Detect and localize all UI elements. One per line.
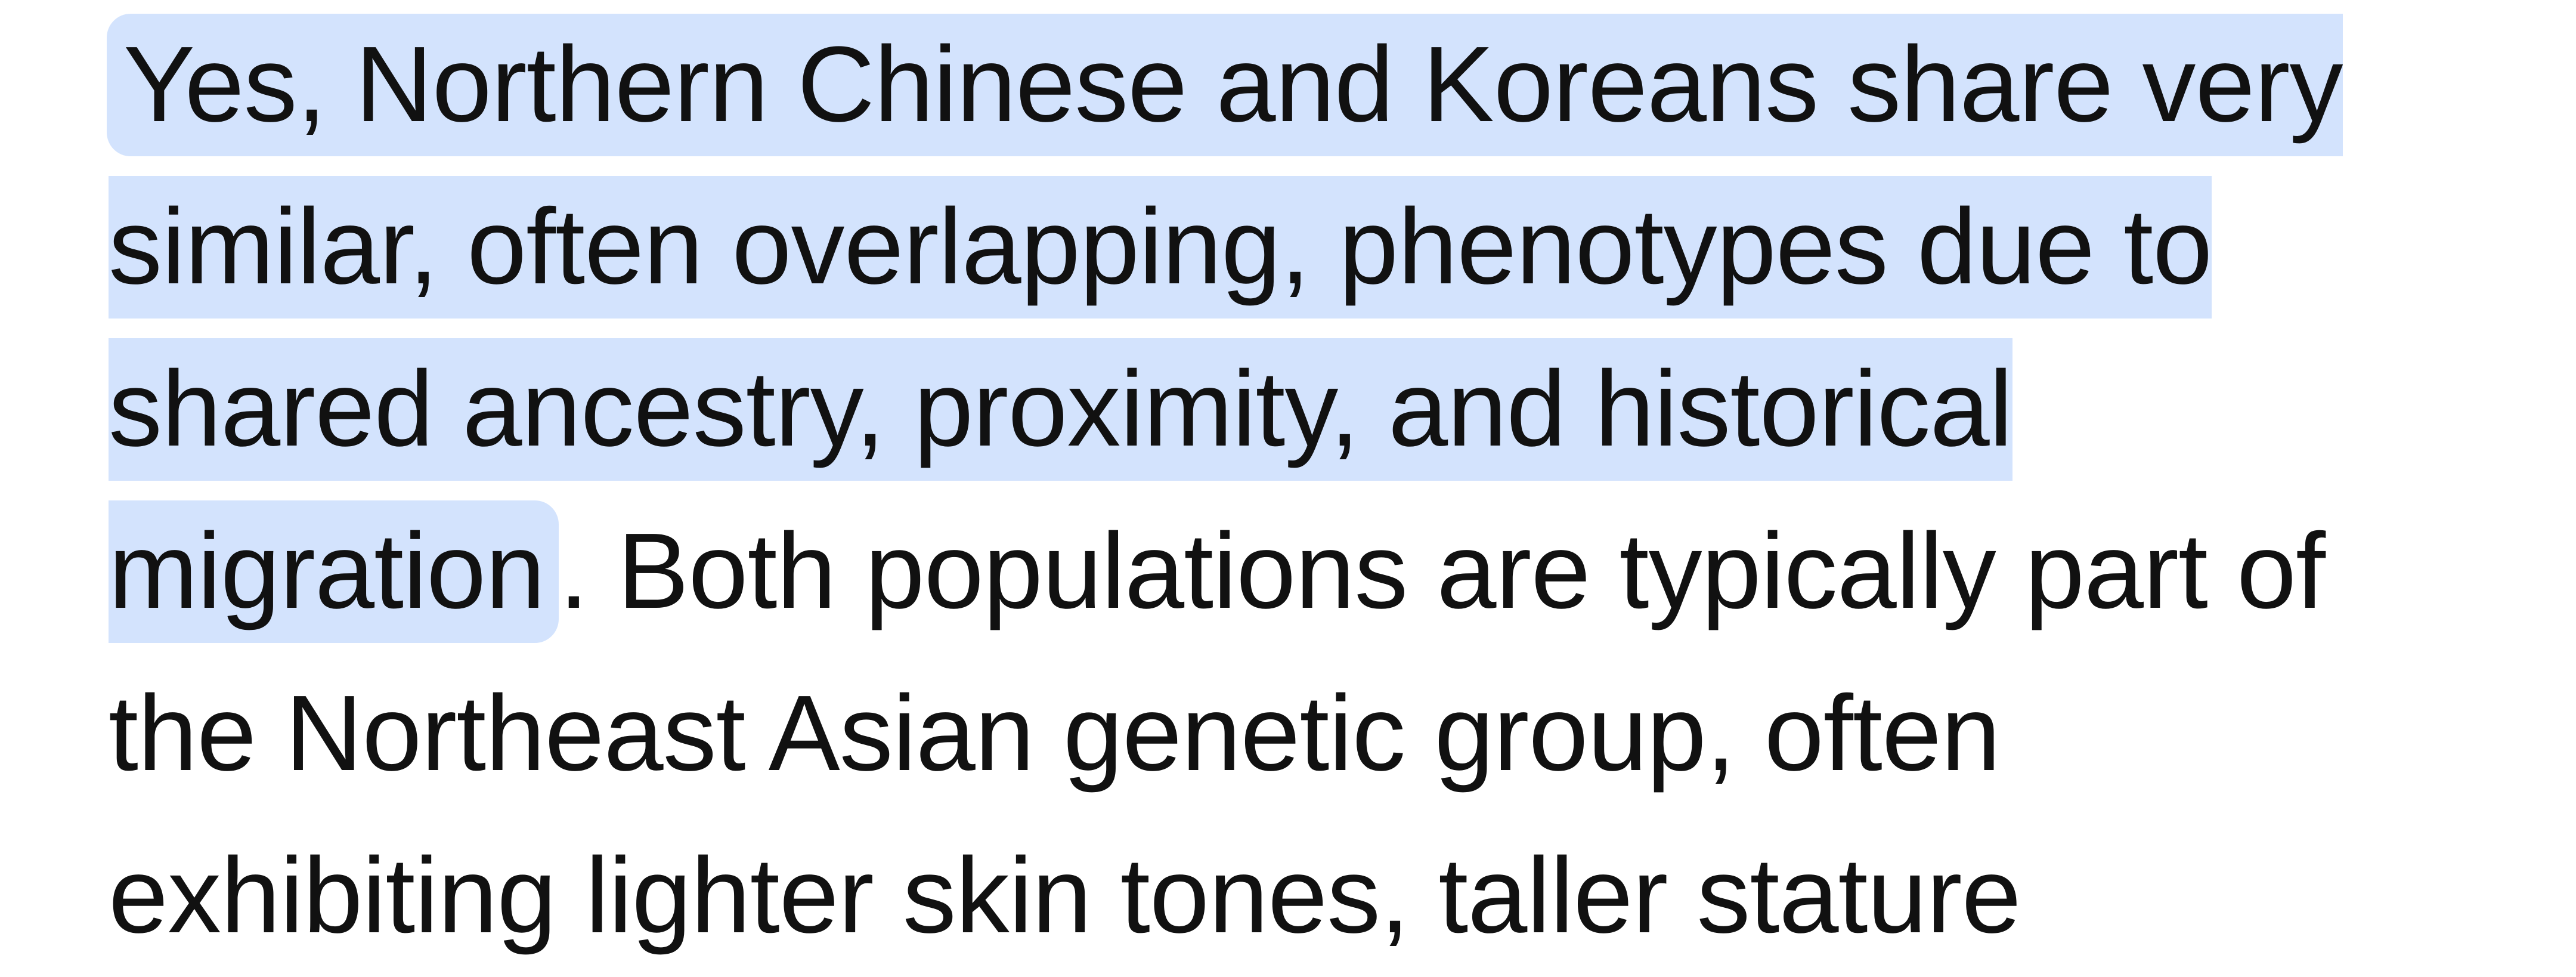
text-line: exhibiting lighter skin tones, taller st… bbox=[109, 815, 2541, 977]
plain-text: . Both populations are typically part of bbox=[559, 511, 2326, 631]
highlighted-text[interactable]: Yes, Northern Chinese and Koreans share … bbox=[107, 14, 2343, 156]
highlighted-text[interactable]: similar, often overlapping, phenotypes d… bbox=[109, 176, 2212, 319]
text-line: shared ancestry, proximity, and historic… bbox=[109, 328, 2541, 490]
highlighted-text[interactable]: shared ancestry, proximity, and historic… bbox=[109, 338, 2013, 481]
text-line: migration. Both populations are typicall… bbox=[109, 490, 2541, 653]
answer-paragraph: Yes, Northern Chinese and Koreans share … bbox=[107, 4, 2541, 977]
text-line: the Northeast Asian genetic group, often bbox=[109, 653, 2541, 815]
text-line: similar, often overlapping, phenotypes d… bbox=[109, 166, 2541, 328]
highlighted-text[interactable]: migration bbox=[109, 500, 559, 643]
text-line: Yes, Northern Chinese and Koreans share … bbox=[107, 4, 2541, 166]
plain-text: the Northeast Asian genetic group, often bbox=[109, 673, 2001, 793]
plain-text: exhibiting lighter skin tones, taller st… bbox=[109, 836, 2021, 956]
